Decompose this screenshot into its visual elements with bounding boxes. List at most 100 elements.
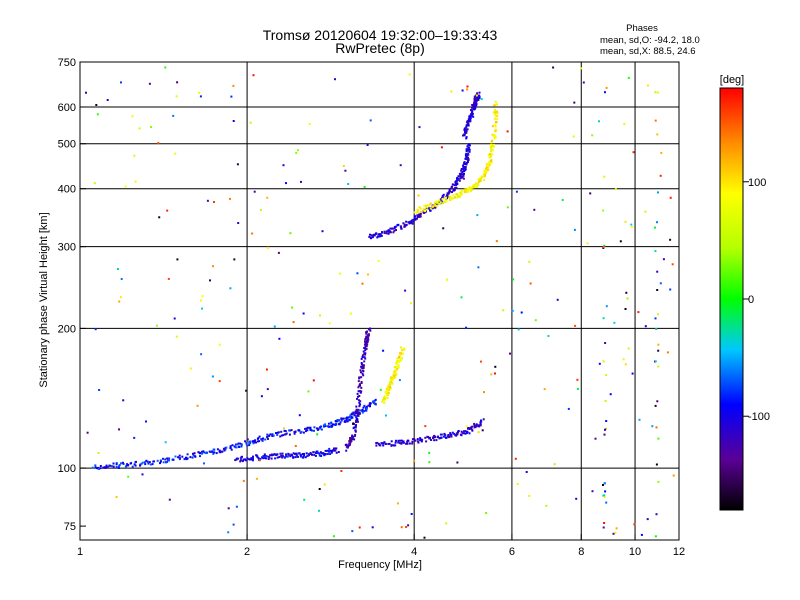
- interference-point: [656, 400, 659, 403]
- data-point: [494, 136, 497, 139]
- data-point: [267, 437, 269, 440]
- data-point: [450, 435, 453, 438]
- data-point: [357, 399, 360, 402]
- data-point: [361, 354, 364, 357]
- data-point: [368, 235, 371, 238]
- data-point: [256, 437, 259, 440]
- data-point: [408, 442, 411, 445]
- data-point: [285, 453, 288, 456]
- data-point: [412, 220, 415, 223]
- data-point: [468, 427, 471, 430]
- data-point: [460, 194, 463, 197]
- noise-point: [175, 335, 178, 338]
- data-point: [358, 412, 361, 415]
- noise-point: [297, 149, 299, 152]
- interference-point: [655, 513, 658, 516]
- noise-point: [598, 362, 601, 365]
- data-point: [465, 125, 468, 128]
- data-point: [186, 453, 189, 456]
- data-point: [382, 399, 385, 401]
- data-point: [293, 432, 296, 435]
- data-point: [284, 433, 287, 436]
- data-point: [183, 458, 186, 461]
- interference-point: [605, 86, 608, 89]
- data-point: [460, 192, 463, 195]
- noise-point: [534, 319, 537, 322]
- data-point: [147, 462, 150, 465]
- data-point: [337, 419, 340, 422]
- data-point: [337, 451, 340, 453]
- data-point: [383, 397, 385, 400]
- noise-point: [298, 414, 301, 417]
- data-point: [335, 451, 338, 454]
- noise-point: [318, 509, 320, 512]
- data-point: [289, 429, 291, 432]
- data-point: [285, 455, 287, 458]
- noise-point: [465, 326, 468, 329]
- data-point: [99, 465, 102, 467]
- data-point: [469, 115, 471, 118]
- data-point: [230, 448, 233, 451]
- data-point: [417, 440, 419, 443]
- noise-point: [127, 475, 130, 478]
- data-point: [148, 461, 151, 464]
- noise-point: [93, 182, 96, 185]
- data-point: [297, 452, 300, 455]
- data-point: [365, 409, 368, 412]
- data-point: [379, 233, 382, 236]
- interference-point: [603, 494, 606, 497]
- data-point: [486, 164, 489, 167]
- noise-point: [494, 372, 496, 375]
- data-point: [385, 230, 388, 233]
- noise-point: [671, 263, 674, 266]
- interference-point: [602, 247, 605, 249]
- noise-point: [334, 78, 336, 81]
- data-point: [393, 375, 396, 378]
- data-point: [118, 465, 120, 468]
- noise-point: [175, 95, 178, 98]
- data-point: [463, 166, 466, 168]
- noise-point: [119, 296, 122, 299]
- data-point: [250, 458, 253, 461]
- noise-point: [246, 438, 249, 441]
- data-point: [463, 134, 466, 137]
- data-point: [272, 453, 275, 456]
- data-point: [332, 449, 335, 452]
- data-point: [467, 143, 470, 146]
- noise-point: [462, 177, 465, 180]
- data-point: [471, 428, 474, 431]
- grid: [80, 62, 679, 540]
- data-point: [469, 120, 472, 123]
- data-point: [219, 451, 222, 454]
- data-point: [422, 207, 425, 210]
- data-point: [399, 225, 402, 228]
- noise-point: [229, 287, 232, 290]
- data-point: [458, 195, 461, 198]
- data-point: [448, 195, 451, 198]
- data-point: [488, 161, 491, 164]
- data-point: [394, 370, 397, 373]
- data-point: [443, 432, 446, 435]
- data-point: [353, 438, 356, 441]
- data-point: [359, 409, 362, 412]
- data-point: [390, 376, 393, 379]
- data-point: [334, 449, 337, 452]
- y-tick-label: 400: [58, 184, 76, 196]
- interference-point: [603, 244, 606, 247]
- data-point: [268, 456, 271, 459]
- data-point: [463, 161, 466, 164]
- data-point: [115, 462, 118, 465]
- data-point: [477, 424, 480, 427]
- data-point: [335, 447, 338, 450]
- data-point: [99, 467, 102, 470]
- data-point: [463, 430, 465, 433]
- data-point: [356, 411, 358, 414]
- data-point: [465, 163, 468, 165]
- data-point: [275, 432, 277, 434]
- data-point: [360, 366, 363, 369]
- data-point: [394, 376, 397, 379]
- data-point: [479, 421, 482, 424]
- data-point: [405, 223, 408, 226]
- data-point: [472, 105, 475, 108]
